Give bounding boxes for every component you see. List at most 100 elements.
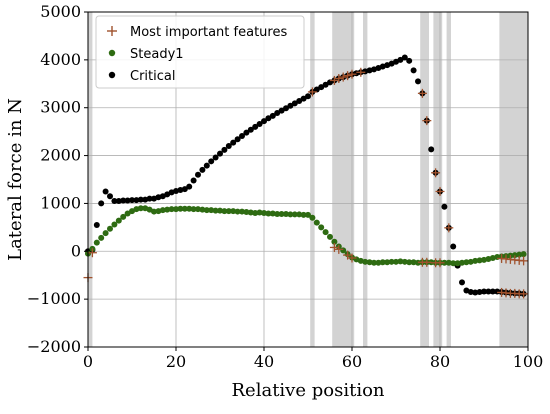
data-point — [199, 166, 206, 173]
data-point — [305, 93, 311, 100]
data-point — [98, 234, 105, 241]
data-point — [247, 126, 254, 133]
legend-label: Most important features — [130, 25, 287, 40]
data-point — [107, 225, 113, 232]
data-point — [239, 132, 245, 139]
legend-label: Steady1 — [130, 47, 184, 62]
data-point — [137, 196, 144, 203]
data-point — [291, 211, 298, 218]
data-point — [252, 210, 259, 216]
data-point — [441, 203, 448, 210]
data-point — [208, 158, 215, 165]
data-point — [375, 259, 382, 266]
data-point — [230, 208, 237, 215]
plus-marker — [422, 257, 432, 267]
y-tick-label: 2000 — [40, 146, 81, 165]
data-point — [472, 289, 479, 296]
data-point — [269, 210, 276, 217]
highlight-band — [332, 12, 355, 347]
data-point — [234, 136, 241, 143]
data-point — [261, 118, 267, 125]
highlight-band — [310, 12, 315, 347]
data-point — [221, 146, 228, 153]
data-point — [93, 239, 100, 246]
highlight-band — [363, 12, 368, 347]
data-point — [467, 288, 474, 295]
plus-marker — [307, 87, 317, 97]
data-point — [476, 257, 483, 264]
highlight-band — [433, 12, 443, 347]
data-point — [327, 233, 333, 240]
data-point — [151, 208, 157, 215]
data-point — [287, 211, 294, 218]
data-point — [203, 162, 210, 169]
data-point — [397, 56, 404, 63]
series-steady1 — [85, 205, 527, 267]
plot-frame — [87, 11, 529, 348]
data-point — [261, 210, 267, 216]
data-point — [476, 288, 483, 295]
data-point — [120, 197, 127, 204]
data-point — [296, 98, 303, 105]
data-point — [181, 205, 188, 212]
data-point — [322, 81, 329, 88]
data-point — [247, 209, 254, 216]
y-tick-label: 1000 — [40, 193, 81, 212]
x-tick-label: 0 — [83, 352, 93, 371]
ticks: 0 20 40 60 80 100 −2000 −1000 0 1000 2000 3000 4000 5… — [27, 2, 543, 371]
data-point — [428, 146, 435, 153]
y-axis-label: Lateral force in N — [5, 98, 26, 261]
data-point — [472, 257, 479, 264]
data-point — [313, 86, 320, 93]
plus-marker — [519, 289, 529, 299]
legend-box — [95, 15, 305, 89]
y-tick-label: −2000 — [27, 337, 81, 356]
x-tick-label: 80 — [430, 352, 450, 371]
data-point — [146, 195, 153, 202]
plus-marker — [435, 258, 445, 268]
data-point — [195, 171, 201, 178]
x-tick-label: 40 — [254, 352, 274, 371]
plus-marker — [329, 242, 339, 252]
data-point — [269, 112, 276, 119]
data-point — [102, 188, 109, 195]
data-point — [388, 258, 395, 265]
data-point — [300, 95, 307, 102]
data-point — [485, 288, 492, 295]
highlight-band — [420, 12, 429, 347]
data-point — [300, 211, 307, 218]
data-point — [137, 205, 144, 212]
data-point — [406, 57, 413, 64]
data-point — [212, 154, 219, 161]
data-point — [313, 219, 320, 226]
plus-marker — [343, 71, 353, 81]
data-point — [120, 213, 127, 220]
data-point — [186, 205, 193, 212]
y-tick-label: 0 — [71, 241, 81, 260]
data-point — [234, 208, 241, 215]
data-point — [278, 210, 285, 217]
x-tick-label: 60 — [342, 352, 362, 371]
data-point — [239, 208, 245, 215]
data-point — [115, 217, 122, 224]
plus-marker — [338, 72, 348, 82]
x-axis-label: Relative position — [232, 380, 385, 401]
data-point — [102, 230, 109, 237]
data-point — [481, 288, 487, 295]
data-point — [221, 208, 228, 215]
data-point — [107, 193, 113, 200]
data-point — [93, 221, 100, 228]
data-point — [129, 197, 135, 204]
data-point — [459, 259, 465, 266]
highlight-band — [446, 12, 451, 347]
plus-marker — [329, 75, 339, 85]
data-point — [124, 210, 131, 217]
data-point — [274, 109, 281, 116]
data-point — [274, 210, 281, 217]
y-tick-label: 3000 — [40, 98, 81, 117]
y-tick-label: −1000 — [27, 289, 81, 308]
data-point — [454, 260, 461, 267]
data-point — [208, 207, 215, 214]
